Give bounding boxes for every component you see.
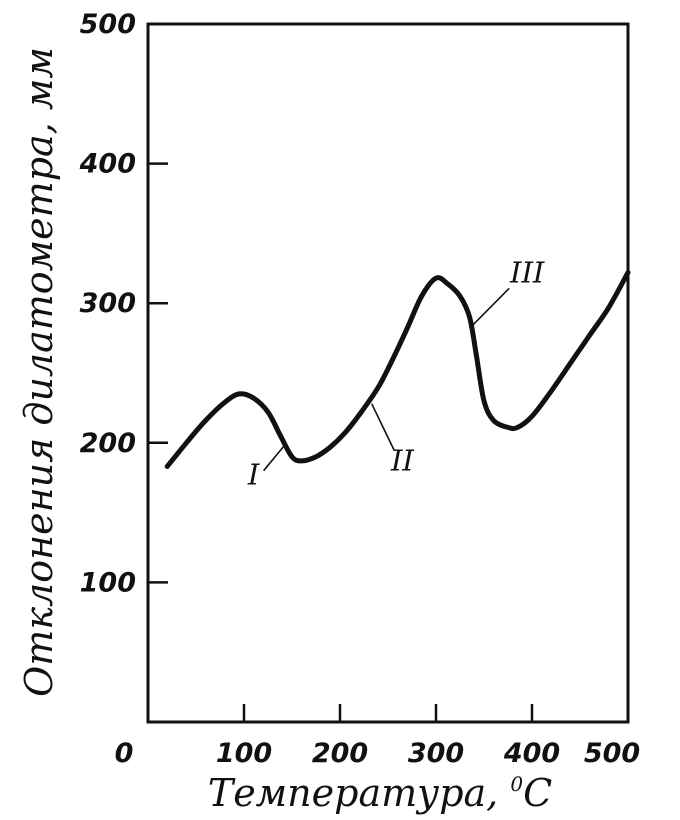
leader-line-II bbox=[370, 403, 396, 452]
x-tick-label-500: 500 bbox=[584, 738, 640, 769]
x-tick-label-400: 400 bbox=[503, 738, 560, 769]
x-tick-label-300: 300 bbox=[408, 738, 464, 769]
leader-line-III bbox=[469, 287, 510, 329]
x-tick-label-100: 100 bbox=[216, 738, 272, 769]
y-tick-label-100: 100 bbox=[80, 567, 136, 598]
dilatometer-curve bbox=[164, 270, 631, 469]
y-tick-label-500: 500 bbox=[80, 9, 136, 40]
y-tick-label-200: 200 bbox=[80, 428, 136, 459]
x-axis-title-text: Температура, bbox=[208, 771, 511, 815]
leader-line-I bbox=[262, 445, 285, 472]
x-tick-label-200: 200 bbox=[312, 738, 368, 769]
y-tick-label-400: 400 bbox=[79, 149, 136, 180]
curve-label-I: I bbox=[247, 458, 260, 492]
y-axis-title: Отклонения дилатометра, мм bbox=[17, 47, 61, 697]
curve-label-III: III bbox=[509, 255, 545, 289]
x-axis-title: Температура, 0C bbox=[208, 771, 552, 815]
x-axis-unit-degree: 0 bbox=[510, 772, 523, 796]
x-tick-label-0: 0 bbox=[115, 738, 134, 769]
x-axis-unit: C bbox=[523, 771, 552, 815]
y-tick-label-300: 300 bbox=[80, 288, 136, 319]
plot-frame bbox=[146, 22, 630, 724]
